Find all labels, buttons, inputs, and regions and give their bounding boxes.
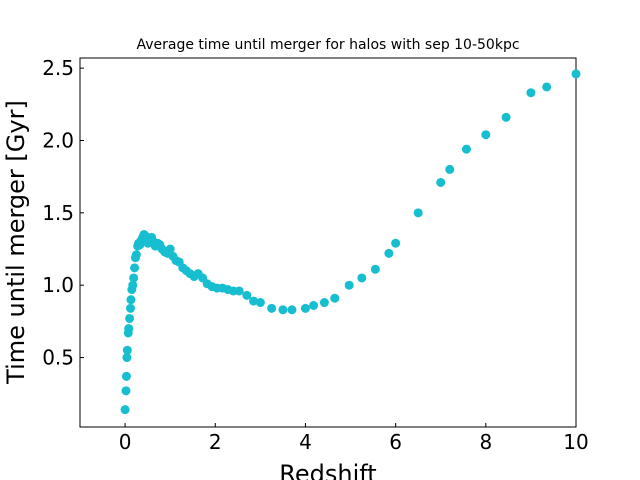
x-tick-label: 8: [479, 430, 492, 454]
data-point: [122, 345, 132, 355]
data-point: [249, 296, 259, 306]
data-point: [330, 293, 340, 303]
y-tick-label: 1.0: [42, 273, 74, 297]
x-tick-label: 2: [209, 430, 222, 454]
x-tick-label: 4: [299, 430, 312, 454]
y-tick-label: 0.5: [42, 346, 74, 370]
data-point: [126, 295, 136, 305]
data-point: [384, 248, 394, 258]
x-axis: 0 2 4 6 8 10: [119, 423, 589, 454]
data-point: [165, 244, 175, 254]
data-point: [120, 405, 130, 415]
data-point: [319, 298, 329, 308]
x-tick-label: 0: [119, 430, 132, 454]
x-axis-label: Redshift: [279, 460, 376, 480]
data-point: [445, 164, 455, 174]
data-point: [267, 303, 277, 313]
data-point: [357, 273, 367, 283]
y-tick-label: 2.0: [42, 128, 74, 152]
data-point: [370, 264, 380, 274]
data-point: [309, 300, 319, 310]
x-tick-label: 10: [563, 430, 588, 454]
data-point: [571, 69, 581, 79]
y-axis-label: Time until merger [Gyr]: [2, 100, 30, 385]
data-point: [255, 298, 265, 308]
data-point: [278, 305, 288, 315]
data-point: [126, 303, 136, 313]
data-point: [287, 305, 297, 315]
data-point: [131, 250, 141, 260]
y-tick-label: 2.5: [42, 56, 74, 80]
data-point: [125, 313, 135, 323]
data-points: [120, 69, 581, 415]
data-point: [344, 280, 354, 290]
data-point: [121, 371, 131, 381]
data-point: [242, 290, 252, 300]
data-point: [234, 286, 244, 296]
data-point: [526, 88, 536, 98]
data-point: [436, 177, 446, 187]
data-point: [129, 273, 139, 283]
data-point: [501, 112, 511, 122]
y-axis: 0.5 1.0 1.5 2.0 2.5: [42, 56, 84, 370]
plot-frame: [79, 57, 577, 428]
x-tick-label: 6: [389, 430, 402, 454]
data-point: [300, 303, 310, 313]
data-point: [121, 386, 131, 396]
data-point: [122, 353, 132, 363]
data-point: [461, 144, 471, 154]
data-point: [124, 324, 134, 334]
data-point: [130, 263, 140, 273]
y-tick-label: 1.5: [42, 201, 74, 225]
data-point: [481, 130, 491, 140]
data-point: [413, 208, 423, 218]
chart-title: Average time until merger for halos with…: [136, 37, 519, 53]
data-point: [542, 82, 552, 92]
data-point: [391, 238, 401, 248]
data-point: [128, 280, 138, 290]
